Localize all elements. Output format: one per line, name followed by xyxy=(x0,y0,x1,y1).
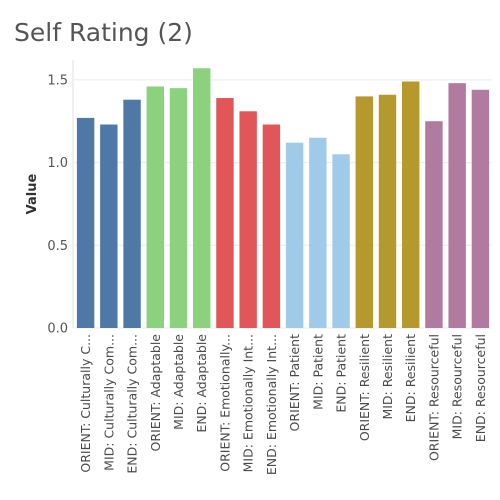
bar[interactable] xyxy=(169,88,188,328)
y-tick-label: 0.0 xyxy=(47,322,68,337)
x-tick-label: ORIENT: Culturally C... xyxy=(78,334,93,473)
x-tick-label: ORIENT: Emotionally... xyxy=(217,334,232,472)
bar[interactable] xyxy=(123,99,141,328)
x-tick-label: END: Adaptable xyxy=(194,334,209,433)
x-tick-label: ORIENT: Resilient xyxy=(357,334,372,441)
x-axis-labels: ORIENT: Culturally C... MID: Culturally C… xyxy=(78,334,488,475)
bar[interactable] xyxy=(332,154,350,328)
y-tick-label: 0.5 xyxy=(47,239,68,254)
bar[interactable] xyxy=(262,124,281,328)
bar[interactable] xyxy=(239,111,257,328)
bar[interactable] xyxy=(216,98,234,329)
bar[interactable] xyxy=(146,86,164,328)
x-tick-label: MID: Resourceful xyxy=(450,334,465,439)
y-axis-label: Value xyxy=(25,173,40,214)
x-tick-label: MID: Adaptable xyxy=(171,334,186,430)
x-tick-label: ORIENT: Adaptable xyxy=(148,334,163,452)
x-tick-label: END: Culturally Com... xyxy=(125,334,140,474)
bar[interactable] xyxy=(285,142,304,328)
bar[interactable] xyxy=(100,124,118,328)
x-tick-label: MID: Emotionally Int... xyxy=(241,334,256,472)
x-tick-label: MID: Patient xyxy=(310,334,325,410)
bar[interactable] xyxy=(193,68,211,328)
bar[interactable] xyxy=(402,81,420,329)
bar[interactable] xyxy=(471,89,490,329)
bars xyxy=(76,68,490,329)
x-tick-label: ORIENT: Resourceful xyxy=(426,334,441,461)
bar[interactable] xyxy=(448,83,466,328)
y-tick-label: 1.0 xyxy=(47,156,68,171)
x-tick-label: END: Resilient xyxy=(403,334,418,422)
chart-title: Self Rating (2) xyxy=(14,18,193,47)
bar[interactable] xyxy=(425,121,443,329)
bar[interactable] xyxy=(378,94,397,328)
bar[interactable] xyxy=(309,137,327,328)
gridlines xyxy=(74,79,492,329)
y-axis: 0.0 0.5 1.0 1.5 xyxy=(47,73,68,336)
x-tick-label: END: Patient xyxy=(334,334,349,413)
x-tick-label: MID: Culturally Com... xyxy=(101,334,116,471)
y-tick-label: 1.5 xyxy=(47,73,68,88)
x-tick-label: ORIENT: Patient xyxy=(287,334,302,432)
x-tick-label: END: Emotionally Int... xyxy=(264,334,279,475)
bar[interactable] xyxy=(76,117,95,328)
x-tick-label: MID: Resilient xyxy=(380,334,395,420)
bar[interactable] xyxy=(355,96,373,328)
x-tick-label: END: Resourceful xyxy=(473,334,488,442)
